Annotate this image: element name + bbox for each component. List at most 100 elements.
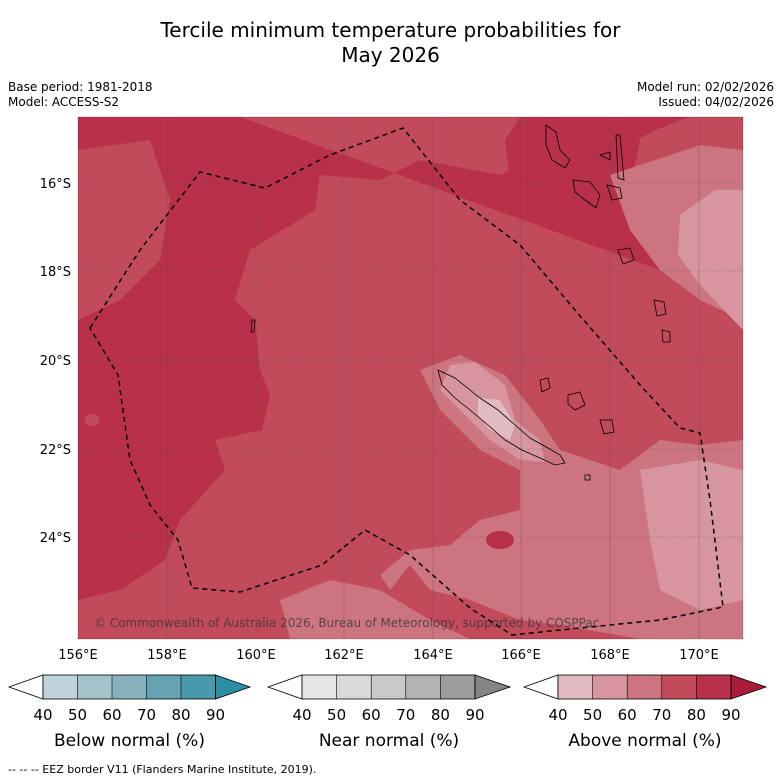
- colorbar-near-tick-70: 70: [396, 706, 415, 724]
- colorbar-below-title: Below normal (%): [54, 731, 205, 751]
- chesterfield-islet: [250, 319, 256, 333]
- colorbar-below: 40 50 60 70 80 90: [7, 674, 252, 724]
- vanuatu-tanna: [653, 299, 667, 317]
- field-above-60-south: [280, 580, 470, 639]
- colorbar-above-50-60: [592, 675, 628, 699]
- vanuatu-small-1: [598, 151, 611, 161]
- field-above-60-central: [380, 355, 743, 639]
- colorbar-above-tick-90: 90: [721, 706, 740, 724]
- base-period-label: Base period: 1981-2018: [8, 80, 153, 94]
- colorbar-below-tick-90: 90: [206, 706, 225, 724]
- meta-left: Base period: 1981-2018 Model: ACCESS-S2: [8, 80, 153, 110]
- lon-label-166e: 166°E: [501, 648, 541, 663]
- lat-label-22s: 22°S: [40, 443, 71, 458]
- longitude-labels: 156°E 158°E 160°E 162°E 164°E 166°E 168°…: [58, 648, 719, 663]
- lon-label-170e: 170°E: [679, 648, 719, 663]
- field-above-50-east: [678, 190, 743, 330]
- colorbar-near-50-60: [336, 675, 372, 699]
- colorbar-below-tick-70: 70: [137, 706, 156, 724]
- colorbar-near-40-50: [302, 675, 337, 699]
- map-frame: [77, 116, 744, 640]
- vanuatu-small-2: [615, 134, 625, 181]
- field-above-70-west: [78, 140, 170, 320]
- lon-label-156e: 156°E: [58, 648, 98, 663]
- map-title: Tercile minimum temperature probabilitie…: [0, 18, 781, 68]
- colorbar-below-60-70: [112, 675, 147, 699]
- colorbar-near-title: Near normal (%): [318, 731, 460, 751]
- vanuatu-malekula: [606, 184, 623, 201]
- colorbar-above-title: Above normal (%): [568, 731, 722, 751]
- colorbar-above-tick-70: 70: [652, 706, 671, 724]
- colorbar-below-tick-60: 60: [102, 706, 121, 724]
- field-above-80-blob: [486, 531, 514, 549]
- model-label: Model: ACCESS-S2: [8, 95, 120, 109]
- colorbar-above-60-70: [627, 675, 662, 699]
- field-above-80-northeast: [505, 117, 640, 215]
- colorbar-near-tick-50: 50: [327, 706, 346, 724]
- colorbar-below-50-60: [77, 675, 112, 699]
- loyalty-island-2: [567, 391, 586, 411]
- colorbar-near-tick-60: 60: [362, 706, 381, 724]
- meta-right: Model run: 02/02/2026 Issued: 04/02/2026: [637, 80, 774, 110]
- colorbar-near-frame: [301, 674, 476, 700]
- colorbar-below-frame: [42, 674, 216, 700]
- vanuatu-aneityum: [661, 329, 671, 343]
- colorbar-near-tick-90: 90: [465, 706, 484, 724]
- colorbar-near-60-70: [371, 675, 406, 699]
- colorbar-below-under: [7, 674, 44, 700]
- colorbar-below-70-80: [146, 675, 181, 699]
- loyalty-island-3: [599, 419, 615, 435]
- lat-label-18s: 18°S: [40, 265, 71, 280]
- colorbar-above-frame: [557, 674, 732, 700]
- vanuatu-santo: [572, 179, 601, 209]
- colorbar-above-under: [522, 674, 559, 700]
- title-line-2: May 2026: [341, 43, 440, 67]
- eez-legend-note: -- -- -- EEZ border V11 (Flanders Marine…: [8, 763, 317, 776]
- coastlines: [250, 124, 671, 481]
- colorbar-near: 40 50 60 70 80 90: [266, 674, 512, 724]
- colorbar-below-tick-40: 40: [33, 706, 52, 724]
- colorbar-above-tick-60: 60: [618, 706, 637, 724]
- colorbar-below-tick-50: 50: [68, 706, 87, 724]
- colorbar-above-tick-80: 80: [687, 706, 706, 724]
- colorbar-above-over: [730, 674, 768, 700]
- field-above-60-blob: [84, 414, 100, 426]
- probability-field: [78, 117, 743, 639]
- lon-label-160e: 160°E: [236, 648, 276, 663]
- vanuatu-north: [545, 124, 571, 169]
- colorbar-below-over: [215, 674, 252, 700]
- colorbar-above-40-50: [558, 675, 593, 699]
- lat-label-16s: 16°S: [40, 177, 71, 192]
- colorbar-near-80-90: [440, 675, 475, 699]
- colorbar-near-tick-40: 40: [292, 706, 311, 724]
- copyright-notice: © Commonwealth of Australia 2026, Bureau…: [94, 616, 599, 630]
- lon-label-164e: 164°E: [413, 648, 453, 663]
- issued-label: Issued: 04/02/2026: [658, 95, 774, 109]
- colorbar-near-over: [474, 674, 512, 700]
- latitude-labels: 16°S 18°S 20°S 22°S 24°S: [40, 177, 71, 546]
- lon-label-162e: 162°E: [324, 648, 364, 663]
- colorbar-near-70-80: [405, 675, 441, 699]
- colorbar-above: 40 50 60 70 80 90: [522, 674, 768, 724]
- loyalty-island-1: [539, 377, 551, 393]
- field-above-40-island: [478, 398, 515, 440]
- new-caledonia-coast: [437, 369, 566, 466]
- matthew-islet: [584, 474, 591, 481]
- colorbar-below-40-50: [43, 675, 78, 699]
- colorbar-above-tick-50: 50: [583, 706, 602, 724]
- colorbar-near-under: [266, 674, 303, 700]
- field-above-50-southeast: [640, 460, 743, 610]
- lon-label-168e: 168°E: [590, 648, 630, 663]
- vanuatu-efate: [617, 247, 635, 265]
- model-run-label: Model run: 02/02/2026: [636, 80, 774, 94]
- lon-label-158e: 158°E: [147, 648, 187, 663]
- colorbar-near-tick-80: 80: [431, 706, 450, 724]
- lat-label-24s: 24°S: [40, 531, 71, 546]
- eez-border: [89, 127, 724, 636]
- colorbar-below-tick-80: 80: [171, 706, 190, 724]
- colorbar-above-80-90: [696, 675, 731, 699]
- colorbar-above-70-80: [661, 675, 697, 699]
- title-line-1: Tercile minimum temperature probabilitie…: [160, 18, 621, 42]
- meridians: [166, 117, 700, 639]
